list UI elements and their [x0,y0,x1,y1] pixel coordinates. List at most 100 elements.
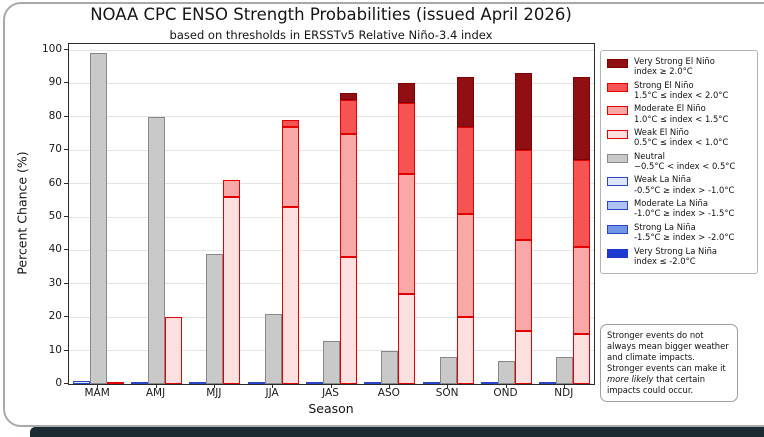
x-tick-mark [213,384,215,388]
legend-color-patch [607,106,628,116]
y-tick-mark [64,282,68,284]
y-tick-mark [64,316,68,318]
chart-subtitle: based on thresholds in ERSSTv5 Relative … [169,28,493,42]
bar-segment [515,330,532,384]
y-tick-label: 40 [48,243,62,256]
bar-segment [573,333,591,384]
x-tick-label: NDJ [554,387,574,399]
legend-label: Neutral −0.5°C < index < 0.5°C [634,150,736,171]
y-tick-label: 90 [48,76,62,89]
bar-segment [340,93,357,101]
x-tick-mark [155,384,157,388]
legend-entry: Strong El Niño 1.5°C ≤ index < 2.0°C [607,80,751,101]
y-tick-mark [64,149,68,151]
legend-label: Weak El Niño 0.5°C ≤ index < 1.0°C [634,127,729,148]
bar-segment [340,257,357,384]
bar-zero-edge [539,382,557,384]
x-tick-mark [97,384,99,388]
note-box: Stronger events do not always mean bigge… [600,324,738,402]
bar-segment [456,76,474,127]
x-tick-mark [388,384,390,388]
bar-zero-edge [189,382,207,384]
legend-label: Very Strong La Niña index ≤ -2.0°C [634,245,718,266]
y-tick-mark [64,249,68,251]
y-tick-mark [64,349,68,351]
bar-zero-edge [481,382,498,384]
legend-entry: Weak El Niño 0.5°C ≤ index < 1.0°C [607,127,751,148]
gridline [69,49,594,51]
gridline [69,316,594,318]
bar-segment [515,150,532,241]
bar-segment [515,240,532,331]
gridline [69,183,594,185]
bar-segment [281,120,299,127]
y-tick-mark [64,216,68,217]
bar-segment [398,83,416,104]
x-tick-mark [505,384,507,388]
bar-segment [398,103,416,174]
legend-entry: Very Strong El Niño index ≥ 2.0°C [607,56,751,77]
bar-segment [206,253,224,384]
bar-zero-edge [306,382,323,384]
legend-color-patch [607,248,628,258]
bar-segment [264,313,282,384]
bar-segment [340,100,357,134]
y-tick-mark [64,383,68,384]
bar-segment [323,340,340,384]
window-card-frame [3,2,764,427]
gridline [69,283,594,285]
legend-box: Very Strong El Niño index ≥ 2.0°C Strong E… [600,50,758,275]
legend-label: Weak La Niña -0.5°C ≥ index > -1.0°C [634,174,735,195]
bar-segment [398,293,416,384]
bar-segment [456,126,474,214]
legend-label: Very Strong El Niño index ≥ 2.0°C [634,56,715,77]
plot-area [68,43,595,385]
legend-entry: Strong La Niña -1.5°C ≥ index > -2.0°C [607,222,751,243]
bar-segment [381,350,399,384]
bar-segment [223,196,241,384]
bar-segment [89,53,107,384]
y-tick-label: 60 [48,176,62,189]
x-tick-mark [447,384,449,388]
gridline [69,82,594,84]
legend-entry: Very Strong La Niña index ≤ -2.0°C [607,246,751,267]
legend-entry: Neutral −0.5°C < index < 0.5°C [607,151,751,172]
bar-segment [340,133,357,258]
x-tick-label: SON [435,387,459,399]
legend-entry: Moderate La Niña -1.0°C ≥ index > -1.5°C [607,198,751,219]
y-tick-label: 50 [48,210,62,222]
y-tick-mark [64,115,68,117]
legend-entry: Moderate El Niño 1.0°C ≤ index < 1.5°C [607,103,751,124]
y-tick-label: 10 [48,343,62,356]
legend-color-patch [607,130,628,140]
bar-segment [556,357,574,384]
bar-segment [281,126,299,207]
bar-segment [573,76,591,161]
legend-label: Strong La Niña -1.5°C ≥ index > -2.0°C [634,221,735,243]
legend-color-patch [607,201,628,211]
chart-title: NOAA CPC ENSO Strength Probabilities (is… [90,5,572,24]
bar-segment [398,173,416,294]
note-text-after: that certain impacts could occur. [607,373,706,395]
bar-segment [456,317,474,384]
y-tick-label: 0 [55,377,62,389]
bar-segment [498,360,515,384]
legend-label: Moderate El Niño 1.0°C ≤ index < 1.5°C [634,103,729,124]
legend-color-patch [607,59,628,68]
y-tick-mark [64,182,68,184]
legend-label: Strong El Niño 1.5°C ≤ index < 2.0°C [634,79,729,100]
x-tick-label: MAM [84,387,110,399]
bar-zero-edge [422,382,440,384]
note-text-italic: more likely [607,373,654,384]
bar-segment [573,160,591,248]
x-tick-label: JAS [322,387,339,399]
bar-segment [165,317,182,384]
legend-color-patch [607,153,628,163]
note-text: Stronger events do not always mean bigge… [607,330,729,373]
x-tick-mark [272,384,274,388]
x-tick-label: OND [493,387,518,399]
y-tick-label: 100 [41,43,62,55]
bar-segment [281,207,299,384]
gridline [69,149,594,151]
bar-segment [148,116,165,384]
